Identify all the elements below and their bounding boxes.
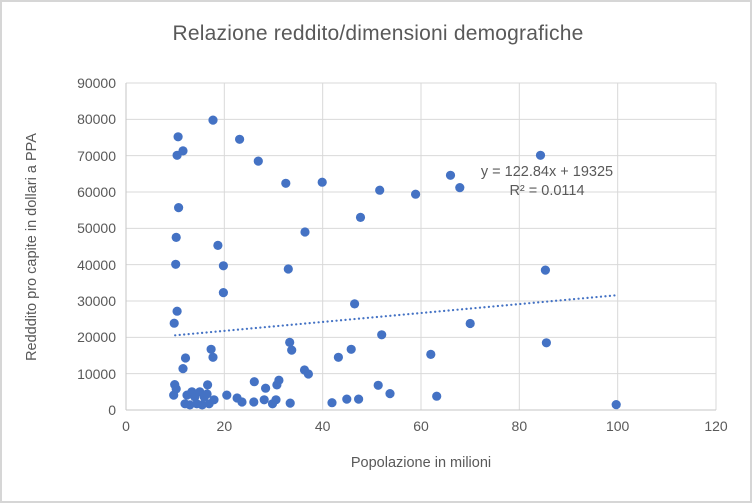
scatter-point: [300, 227, 310, 237]
scatter-point: [249, 397, 259, 407]
scatter-point: [185, 400, 195, 410]
y-tick-label: 60000: [77, 184, 116, 200]
scatter-point: [373, 380, 383, 390]
scatter-point: [327, 398, 337, 408]
y-tick-label: 40000: [77, 256, 116, 273]
y-tick-label: 50000: [77, 220, 116, 237]
trendline-annotation: y = 122.84x + 19325 R² = 0.0114: [457, 163, 637, 201]
scatter-point: [259, 395, 269, 405]
scatter-point: [173, 132, 183, 142]
scatter-point: [218, 288, 228, 298]
scatter-point: [271, 395, 281, 405]
scatter-point: [174, 203, 184, 213]
scatter-point: [209, 395, 219, 405]
scatter-point: [317, 177, 327, 187]
x-tick-label: 60: [413, 418, 429, 434]
scatter-point: [303, 369, 313, 379]
chart-title: Relazione reddito/dimensioni demografich…: [172, 22, 584, 45]
scatter-point: [235, 134, 245, 144]
x-tick-label: 0: [122, 418, 130, 434]
scatter-point: [208, 352, 218, 362]
scatter-point: [178, 364, 188, 374]
scatter-point: [172, 150, 182, 160]
scatter-point: [169, 318, 179, 328]
scatter-point: [385, 389, 395, 399]
scatter-point: [208, 115, 218, 125]
scatter-point: [253, 156, 263, 166]
y-tick-label: 70000: [77, 147, 116, 164]
x-axis-title: Popolazione in milioni: [350, 455, 492, 471]
scatter-point: [180, 353, 191, 363]
scatter-point: [411, 189, 421, 199]
scatter-point: [432, 391, 442, 401]
scatter-point: [281, 178, 291, 188]
scatter-point: [237, 397, 247, 407]
scatter-point: [426, 349, 436, 359]
scatter-point: [375, 185, 385, 195]
scatter-point: [285, 337, 295, 347]
x-tick-label: 40: [314, 418, 331, 434]
scatter-point: [350, 299, 360, 309]
y-tick-label: 0: [108, 402, 116, 418]
y-tick-label: 80000: [77, 111, 116, 128]
scatter-point: [455, 183, 465, 193]
scatter-point: [611, 400, 621, 410]
scatter-point: [274, 375, 284, 385]
scatter-point: [218, 261, 228, 271]
scatter-point: [333, 352, 343, 362]
y-tick-label: 30000: [77, 293, 116, 309]
scatter-point: [197, 400, 207, 410]
scatter-point: [172, 306, 182, 316]
scatter-point: [202, 389, 212, 399]
scatter-point: [283, 264, 293, 274]
scatter-point: [285, 398, 295, 408]
scatter-point: [213, 240, 223, 250]
trendline-equation: y = 122.84x + 19325: [480, 164, 614, 180]
scatter-point: [377, 330, 387, 340]
y-tick-label: 20000: [77, 329, 116, 346]
scatter-point: [346, 344, 356, 354]
scatter-point: [354, 394, 364, 404]
scatter-point: [355, 212, 366, 222]
scatter-point: [171, 259, 181, 269]
scatter-point: [541, 338, 552, 348]
scatter-point: [169, 390, 179, 400]
scatter-point: [206, 344, 216, 354]
scatter-point: [287, 345, 297, 355]
scatter-point: [171, 232, 181, 242]
scatter-point: [203, 380, 213, 390]
y-tick-label: 10000: [77, 365, 116, 382]
scatter-point: [342, 394, 352, 404]
scatter-point: [445, 170, 456, 180]
scatter-point: [222, 390, 232, 400]
x-tick-label: 120: [704, 418, 728, 434]
y-tick-label: 90000: [77, 75, 116, 91]
x-tick-label: 20: [216, 418, 233, 434]
x-tick-label: 80: [511, 418, 528, 434]
scatter-point: [540, 265, 551, 275]
x-tick-label: 100: [605, 418, 630, 434]
trendline-r-squared: R² = 0.0114: [509, 183, 585, 199]
scatter-point: [465, 318, 475, 329]
scatter-point: [261, 383, 271, 393]
scatter-point: [535, 150, 546, 160]
scatter-point: [249, 377, 259, 387]
